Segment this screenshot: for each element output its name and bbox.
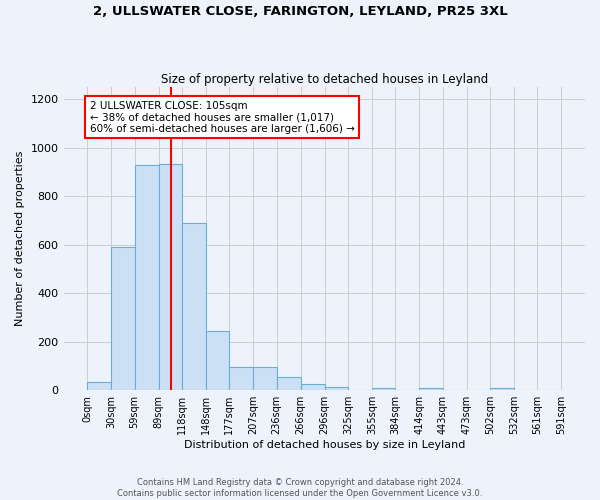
Bar	[325, 386, 348, 390]
Bar	[112, 247, 134, 390]
Bar	[182, 223, 206, 390]
Bar	[87, 382, 112, 390]
Bar	[301, 384, 325, 390]
Bar	[490, 388, 514, 390]
Bar	[277, 377, 301, 390]
Bar	[372, 388, 395, 390]
Bar	[158, 164, 182, 390]
Text: 2, ULLSWATER CLOSE, FARINGTON, LEYLAND, PR25 3XL: 2, ULLSWATER CLOSE, FARINGTON, LEYLAND, …	[92, 5, 508, 18]
Bar	[229, 367, 253, 390]
Y-axis label: Number of detached properties: Number of detached properties	[15, 151, 25, 326]
Bar	[253, 367, 277, 390]
X-axis label: Distribution of detached houses by size in Leyland: Distribution of detached houses by size …	[184, 440, 465, 450]
Bar	[206, 331, 229, 390]
Bar	[134, 164, 158, 390]
Title: Size of property relative to detached houses in Leyland: Size of property relative to detached ho…	[161, 73, 488, 86]
Text: 2 ULLSWATER CLOSE: 105sqm
← 38% of detached houses are smaller (1,017)
60% of se: 2 ULLSWATER CLOSE: 105sqm ← 38% of detac…	[89, 100, 355, 134]
Bar	[419, 388, 443, 390]
Text: Contains HM Land Registry data © Crown copyright and database right 2024.
Contai: Contains HM Land Registry data © Crown c…	[118, 478, 482, 498]
